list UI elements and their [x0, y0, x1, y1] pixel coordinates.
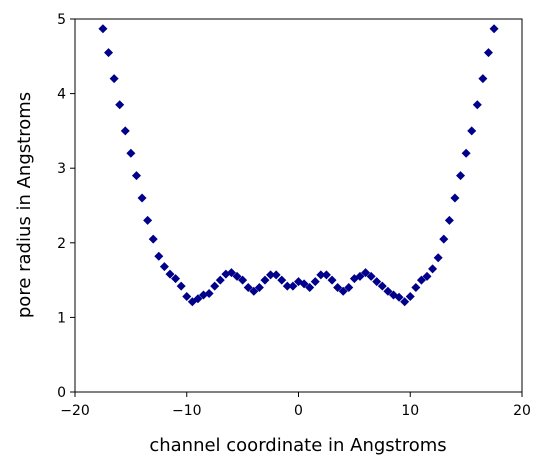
point: [416, 275, 426, 285]
x-tick-label: −20: [60, 403, 90, 419]
point: [254, 283, 264, 293]
y-tick-label: 2: [57, 236, 66, 252]
point: [260, 275, 270, 285]
point: [467, 126, 477, 136]
x-tick-label: 10: [401, 403, 419, 419]
point: [461, 148, 471, 158]
point: [210, 281, 220, 291]
point: [232, 271, 242, 281]
point: [215, 275, 225, 285]
point: [428, 264, 438, 274]
point: [433, 253, 443, 263]
point: [266, 270, 276, 280]
point: [154, 251, 164, 261]
point: [171, 274, 181, 284]
point: [327, 275, 337, 285]
y-axis-label: pore radius in Angstroms: [14, 92, 35, 318]
point: [159, 262, 169, 272]
point: [182, 292, 192, 302]
point: [305, 283, 315, 293]
point: [483, 48, 493, 58]
point: [288, 281, 298, 291]
point: [126, 148, 136, 158]
point: [249, 286, 259, 296]
point: [271, 270, 281, 280]
y-tick-label: 0: [57, 385, 66, 401]
point: [472, 100, 482, 110]
point: [193, 294, 203, 304]
point: [456, 171, 466, 181]
point: [238, 275, 248, 285]
point: [383, 286, 393, 296]
point: [143, 215, 153, 225]
point: [165, 269, 175, 279]
point: [377, 281, 387, 291]
point: [243, 283, 253, 293]
point: [310, 277, 320, 287]
y-tick-label: 3: [57, 161, 66, 177]
point: [444, 215, 454, 225]
point: [299, 279, 309, 289]
x-axis-label: channel coordinate in Angstroms: [149, 435, 446, 456]
x-tick-label: 20: [513, 403, 531, 419]
point: [98, 24, 108, 34]
point: [344, 283, 354, 293]
point: [372, 277, 382, 287]
point: [115, 100, 125, 110]
point: [355, 271, 365, 281]
y-tick-label: 1: [57, 310, 66, 326]
point: [338, 286, 348, 296]
point: [366, 271, 376, 281]
point: [333, 283, 343, 293]
point: [104, 48, 114, 58]
point: [148, 234, 158, 244]
point: [394, 292, 404, 302]
x-tick-label: −10: [172, 403, 202, 419]
point: [411, 283, 421, 293]
y-tick-label: 4: [57, 87, 66, 103]
point: [361, 268, 371, 278]
point: [489, 24, 499, 34]
point: [400, 297, 410, 307]
point: [131, 171, 141, 181]
point: [204, 289, 214, 299]
point: [478, 74, 488, 84]
point: [282, 281, 292, 291]
point: [422, 271, 432, 281]
point: [450, 193, 460, 203]
point: [405, 292, 415, 302]
point: [109, 74, 119, 84]
point: [137, 193, 147, 203]
point: [226, 268, 236, 278]
plot-frame: [74, 18, 523, 393]
point: [176, 281, 186, 291]
point: [439, 234, 449, 244]
point: [316, 270, 326, 280]
point: [120, 126, 130, 136]
point: [277, 275, 287, 285]
x-tick-label: 0: [294, 403, 303, 419]
point: [321, 270, 331, 280]
y-tick-label: 5: [57, 12, 66, 28]
